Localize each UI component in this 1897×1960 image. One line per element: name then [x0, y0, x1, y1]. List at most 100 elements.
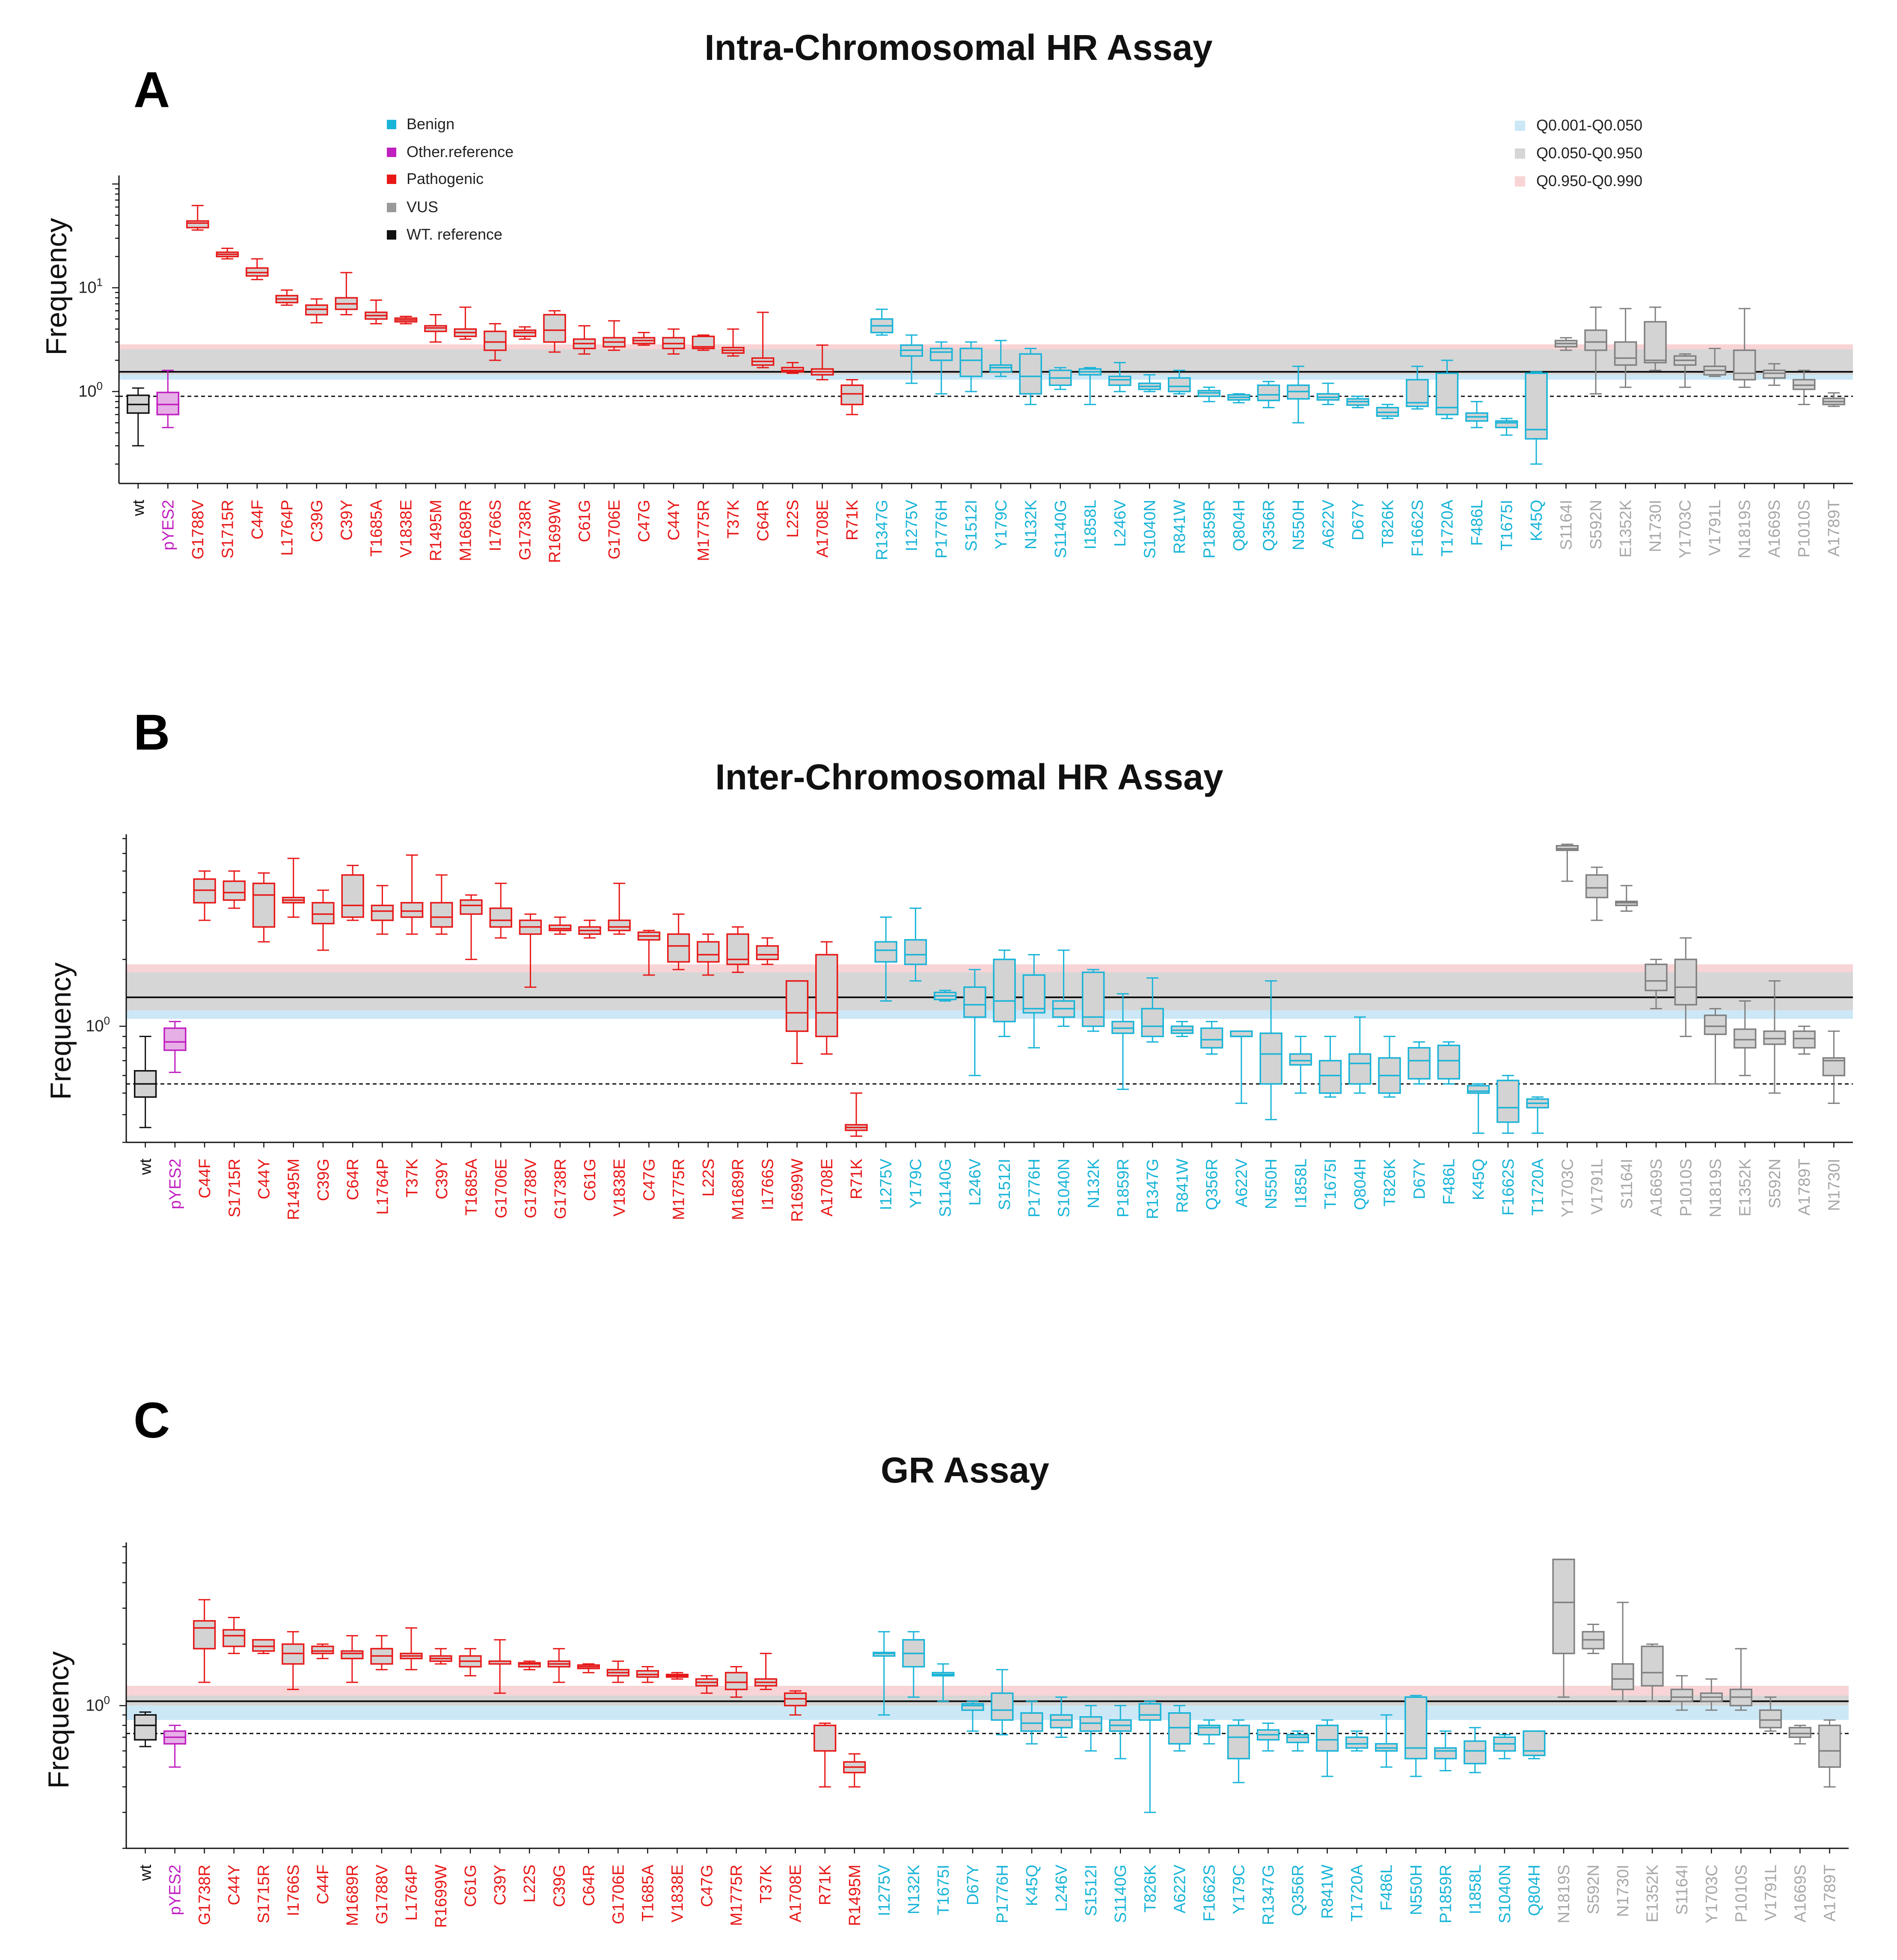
quantile-band [126, 964, 1853, 973]
box-G1788V [370, 1635, 393, 1670]
box-iqr [1734, 1028, 1757, 1049]
category-label: T37K [724, 500, 742, 539]
box-G1788V [519, 913, 542, 988]
box-iqr [904, 939, 927, 965]
box-iqr [341, 1650, 364, 1660]
category-label: C39Y [491, 1865, 509, 1905]
box-V1838E [394, 315, 418, 325]
box-iqr [1197, 1724, 1220, 1736]
box-A622V [1230, 1030, 1253, 1104]
box-C44F [246, 258, 269, 280]
box-S1140G [1109, 1705, 1132, 1759]
box-iqr [549, 924, 572, 931]
box-iqr [1674, 958, 1697, 1006]
box-C44F [193, 870, 216, 921]
box-iqr [608, 919, 631, 931]
category-label: S592N [1766, 1159, 1784, 1208]
box-iqr [1585, 874, 1609, 898]
category-label: G1738R [516, 500, 534, 560]
box-iqr [1641, 1646, 1664, 1687]
box-iqr [1733, 349, 1756, 381]
category-label: L22S [521, 1865, 539, 1903]
category-label: N1730I [1614, 1865, 1632, 1917]
category-label: T1720A [1529, 1158, 1547, 1216]
chart-title: GR Assay [881, 1450, 1049, 1490]
box-V1791L [1585, 866, 1609, 921]
box-T826K [1378, 1035, 1401, 1098]
category-label: A1708E [814, 500, 832, 557]
box-S1715R [252, 1639, 275, 1655]
category-label: P1776H [933, 500, 951, 558]
box-S1715R [216, 247, 239, 260]
box-F486L [1437, 1041, 1461, 1085]
category-label: S1512I [996, 1159, 1014, 1210]
box-C44F [311, 1643, 334, 1659]
category-label: R1699W [432, 1865, 450, 1928]
box-T37K [400, 854, 424, 935]
category-label: F486L [1440, 1159, 1458, 1205]
box-R1495M [282, 857, 305, 918]
category-label: R71K [848, 1159, 866, 1199]
category-label: wt [137, 1159, 155, 1175]
category-label: C44Y [665, 500, 683, 540]
category-label: C47G [698, 1865, 716, 1907]
box-P1010S [1674, 937, 1697, 1037]
box-P1776H [991, 1669, 1014, 1735]
box-iqr [1079, 1716, 1102, 1732]
box-iqr [193, 1620, 216, 1650]
box-iqr [1168, 1712, 1191, 1745]
category-label: V1838E [611, 1159, 629, 1216]
box-iqr [991, 1692, 1014, 1721]
box-C64R [751, 311, 775, 368]
category-label: R841W [1319, 1865, 1337, 1919]
category-label: C64R [580, 1865, 598, 1906]
box-iqr [1050, 1714, 1073, 1729]
box-T1685A [365, 299, 388, 325]
box-M1689R [454, 306, 477, 340]
box-iqr [874, 941, 897, 963]
box-S1140G [1049, 367, 1072, 390]
box-T826K [1138, 1700, 1161, 1813]
box-iqr [484, 330, 507, 351]
box-V1838E [608, 883, 631, 935]
box-iqr [1230, 1030, 1253, 1038]
box-iqr [1818, 1724, 1841, 1768]
category-label: N1819S [1736, 500, 1754, 558]
category-label: C39Y [433, 1159, 451, 1199]
legend-quantile: Q0.001-Q0.050 Q0.050-Q0.950 Q0.950-Q0.99… [1515, 116, 1642, 190]
legend-label-benign: Benign [407, 115, 454, 133]
box-A1708E [815, 941, 838, 1055]
legend-label-wt-reference: WT. reference [407, 225, 502, 243]
category-label: S1040N [1496, 1865, 1514, 1923]
box-iqr [1645, 964, 1668, 991]
box-G1738R [549, 916, 572, 935]
category-label: C44F [249, 500, 267, 540]
box-P1859R [1434, 1730, 1457, 1772]
category-label: L246V [1053, 1864, 1071, 1912]
y-axis-label: Frequency [45, 962, 77, 1100]
box-Q804H [1523, 1730, 1546, 1759]
box-T1720A [1345, 1730, 1369, 1752]
box-iqr [1406, 379, 1429, 407]
box-iqr [1348, 1053, 1372, 1085]
category-label: K45Q [1470, 1159, 1488, 1200]
box-S1164I [1670, 1675, 1693, 1711]
box-C39G [312, 890, 335, 951]
legend-label-q-low: Q0.001-Q0.050 [1536, 116, 1642, 134]
box-K45Q [1467, 1083, 1490, 1134]
box-M1775R [724, 1666, 748, 1698]
box-iqr [1020, 1712, 1043, 1732]
box-iqr [1407, 1047, 1431, 1080]
box-Y1703C [1556, 843, 1579, 882]
category-label: Q804H [1230, 500, 1248, 551]
y-axis-label: Frequency [42, 1651, 75, 1788]
box-G1706E [606, 1661, 629, 1683]
category-label: Q804H [1526, 1865, 1544, 1916]
box-M1689R [726, 926, 749, 973]
box-S592N [1763, 980, 1786, 1094]
legend-swatch-other-reference [387, 148, 396, 157]
box-T1675I [932, 1663, 955, 1702]
box-T826K [1376, 403, 1399, 419]
category-label: A622V [1319, 499, 1337, 549]
category-label: Y1703C [1559, 1159, 1576, 1217]
